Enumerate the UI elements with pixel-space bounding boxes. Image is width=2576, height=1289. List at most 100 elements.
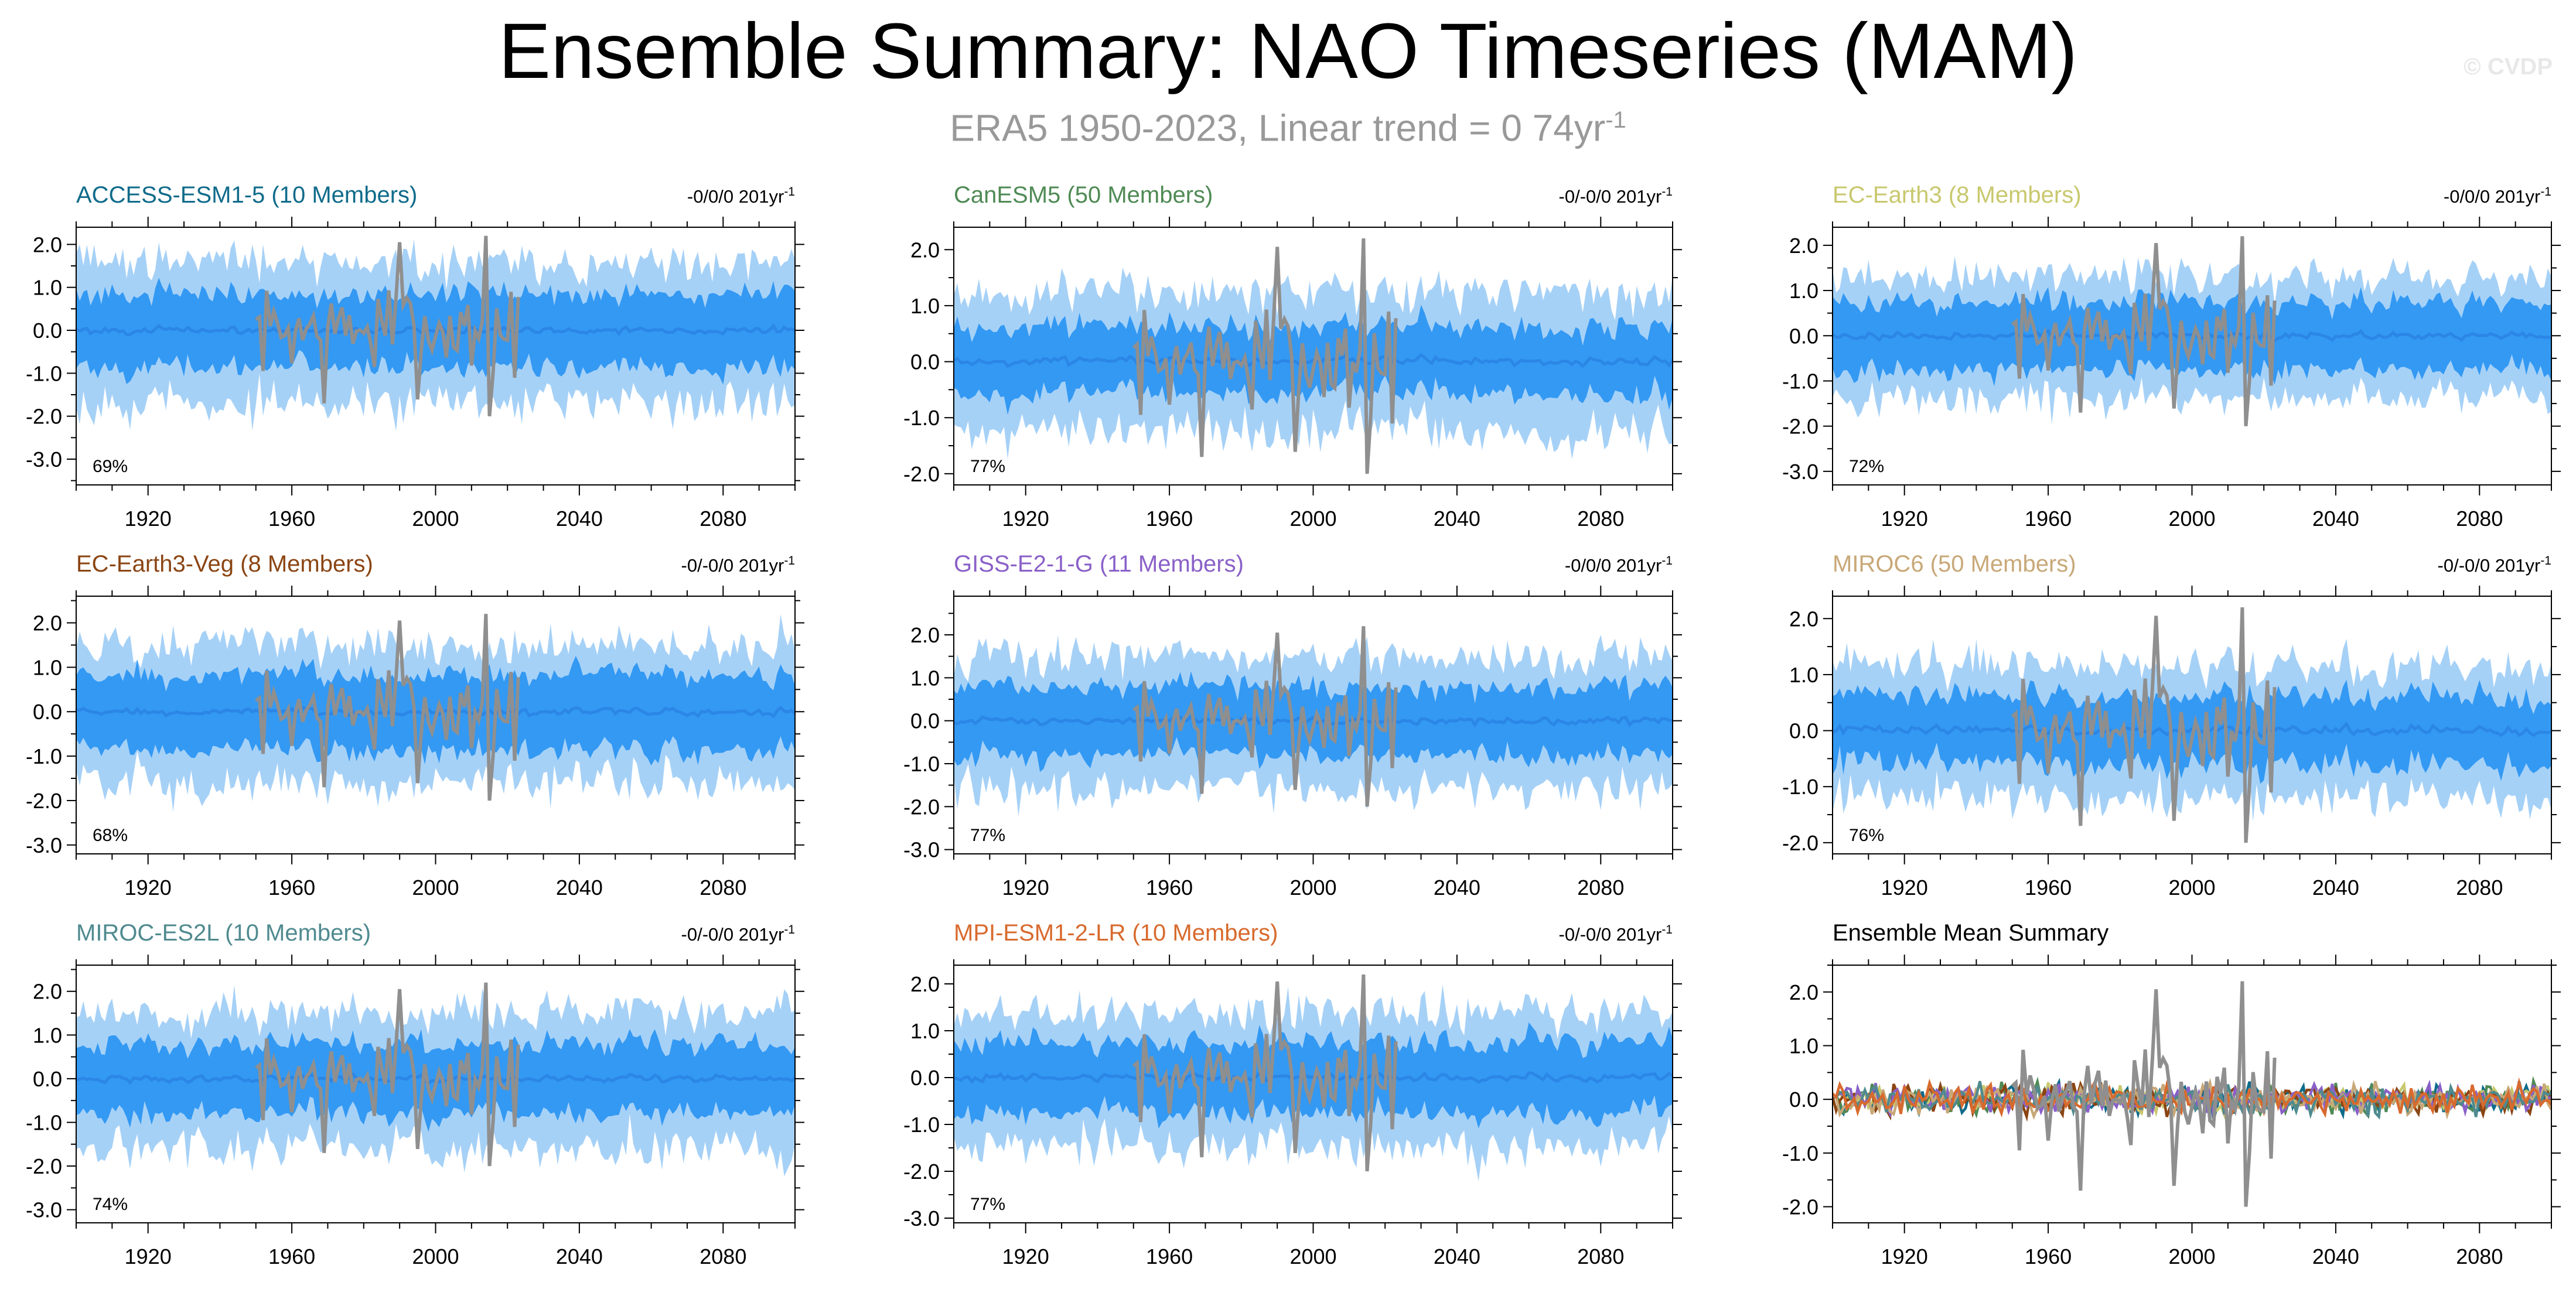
x-tick-label: 2040 [556,876,603,900]
trend-label: -0/-0/0 201yr-1 [1559,923,1673,945]
panel-title: MIROC-ES2L (10 Members) [76,920,371,946]
subtitle-superscript: -1 [1605,107,1626,133]
observed-line [254,235,520,416]
plot-area [1833,607,2551,843]
x-tick-label: 2080 [700,507,746,531]
chart-panel-9: 2.0 1.0 0.0 -1.0 -2.0 1920 1960 2000 2040 2080 Ens… [1782,920,2561,1269]
trend-label-superscript: -1 [2540,185,2551,199]
x-axis: 1920 1960 2000 2040 2080 [1832,217,2552,531]
y-tick-label: -3.0 [1782,460,1818,484]
trend-label-text: -0/-0/0 201yr [1559,924,1662,945]
trend-label: -0/-0/0 201yr-1 [681,554,795,576]
y-tick-label: 0.0 [33,700,62,724]
y-axis: 2.0 1.0 0.0 -1.0 -2.0 -3.0 [26,969,804,1222]
x-tick-label: 2040 [2312,1244,2359,1269]
y-tick-label: -3.0 [903,1206,940,1230]
y-tick-label: -2.0 [1782,831,1818,855]
x-axis: 1920 1960 2000 2040 2080 [953,217,1673,531]
y-tick-label: -2.0 [903,795,940,819]
x-tick-label: 1920 [125,876,172,900]
plot-area [76,235,795,431]
y-tick-label: -2.0 [26,405,62,429]
panel-title: ACCESS-ESM1-5 (10 Members) [76,182,417,208]
chart-panel-2: 2.0 1.0 0.0 -1.0 -2.0 1920 1960 2000 2040 2080 Can… [903,182,1682,531]
ensemble-mean-line [1833,329,2551,343]
percent-label: 77% [970,457,1005,476]
trend-label-text: -0/0/0 201yr [687,186,784,207]
x-tick-label: 1960 [268,876,315,900]
trend-label-superscript: -1 [784,185,795,199]
subtitle: ERA5 1950-2023, Linear trend = 0 74yr-1 [0,97,2576,151]
main-title: Ensemble Summary: NAO Timeseries (MAM) [498,8,2078,95]
y-tick-label: 0.0 [910,350,940,374]
y-tick-label: 2.0 [33,233,62,257]
y-axis: 2.0 1.0 0.0 -1.0 -2.0 -3.0 [903,613,1682,862]
chart-panel-4: 2.0 1.0 0.0 -1.0 -2.0 -3.0 1920 1960 2000 2040 208… [26,551,804,900]
y-tick-label: 1.0 [910,1019,940,1043]
chart-panel-8: 2.0 1.0 0.0 -1.0 -2.0 -3.0 1920 1960 2000 2040 208… [903,920,1682,1269]
x-tick-label: 2040 [1434,507,1480,531]
observed-line [2011,607,2277,843]
y-axis: 2.0 1.0 0.0 -1.0 -2.0 [1782,607,2561,855]
y-axis: 2.0 1.0 0.0 -1.0 -2.0 -3.0 [1782,234,2561,484]
x-tick-label: 1960 [268,1244,315,1269]
subtitle-text: ERA5 1950-2023, Linear trend = 0 74yr [950,107,1606,149]
y-tick-label: 1.0 [1789,1034,1818,1058]
chart-panel-1: 2.0 1.0 0.0 -1.0 -2.0 -3.0 1920 1960 2000 2040 208… [26,182,804,531]
y-tick-label: 0.0 [910,1066,940,1090]
percent-label: 68% [93,826,128,845]
x-tick-label: 1920 [1881,876,1928,900]
y-tick-label: -1.0 [26,1110,62,1134]
x-tick-label: 1920 [1881,1244,1928,1269]
x-tick-label: 2040 [556,507,603,531]
y-tick-label: 2.0 [1789,980,1818,1004]
spread-band-inner [954,1022,1673,1129]
plot-area [1833,236,2551,426]
x-tick-label: 1960 [1146,1244,1193,1269]
y-tick-label: -3.0 [26,447,62,471]
panel-title: MIROC6 (50 Members) [1833,551,2076,577]
x-tick-label: 1920 [1002,876,1049,900]
x-tick-label: 2080 [700,1244,746,1269]
x-axis: 1920 1960 2000 2040 2080 [953,955,1673,1269]
y-tick-label: -2.0 [903,1160,940,1184]
trend-label-text: -0/0/0 201yr [2444,186,2540,207]
x-tick-label: 2040 [1434,876,1480,900]
spread-band-inner [76,656,795,766]
y-tick-label: -3.0 [903,838,940,862]
y-tick-label: -2.0 [1782,1195,1818,1219]
plot-area [954,626,1673,817]
x-tick-label: 1960 [2025,507,2072,531]
trend-label: -0/-0/0 201yr-1 [2438,554,2551,576]
trend-label-superscript: -1 [784,923,795,936]
percent-label: 74% [93,1195,128,1214]
y-axis: 2.0 1.0 0.0 -1.0 -2.0 -3.0 [26,600,804,857]
ensemble-mean-line [1833,722,2551,738]
x-axis: 1920 1960 2000 2040 2080 [1832,586,2552,900]
trend-label-text: -0/-0/0 201yr [2438,555,2541,576]
y-tick-label: -2.0 [1782,415,1818,439]
trend-label-superscript: -1 [784,554,795,567]
plot-area [76,982,795,1177]
y-tick-label: 0.0 [1789,719,1818,743]
x-axis: 1920 1960 2000 2040 2080 [1832,955,2552,1269]
observed-line [254,614,520,801]
x-tick-label: 1960 [268,507,315,531]
observed-line [254,982,520,1167]
x-tick-label: 2080 [2456,1244,2503,1269]
trend-label-text: -0/-0/0 201yr [681,555,784,576]
y-tick-label: 2.0 [910,238,940,262]
y-tick-label: 0.0 [1789,1088,1818,1112]
y-tick-label: -1.0 [1782,775,1818,799]
trend-label: -0/0/0 201yr-1 [687,185,795,207]
ensemble-mean-line [954,714,1673,728]
observed-line [1132,974,1398,1172]
x-tick-label: 2080 [2456,876,2503,900]
percent-label: 77% [970,826,1005,845]
y-tick-label: 1.0 [910,666,940,690]
chart-panel-6: 2.0 1.0 0.0 -1.0 -2.0 1920 1960 2000 2040 2080 MIR… [1782,551,2561,900]
x-axis: 1920 1960 2000 2040 2080 [76,955,796,1269]
x-tick-label: 2000 [412,876,459,900]
observed-line [1132,238,1398,474]
plot-area [1833,981,2551,1207]
